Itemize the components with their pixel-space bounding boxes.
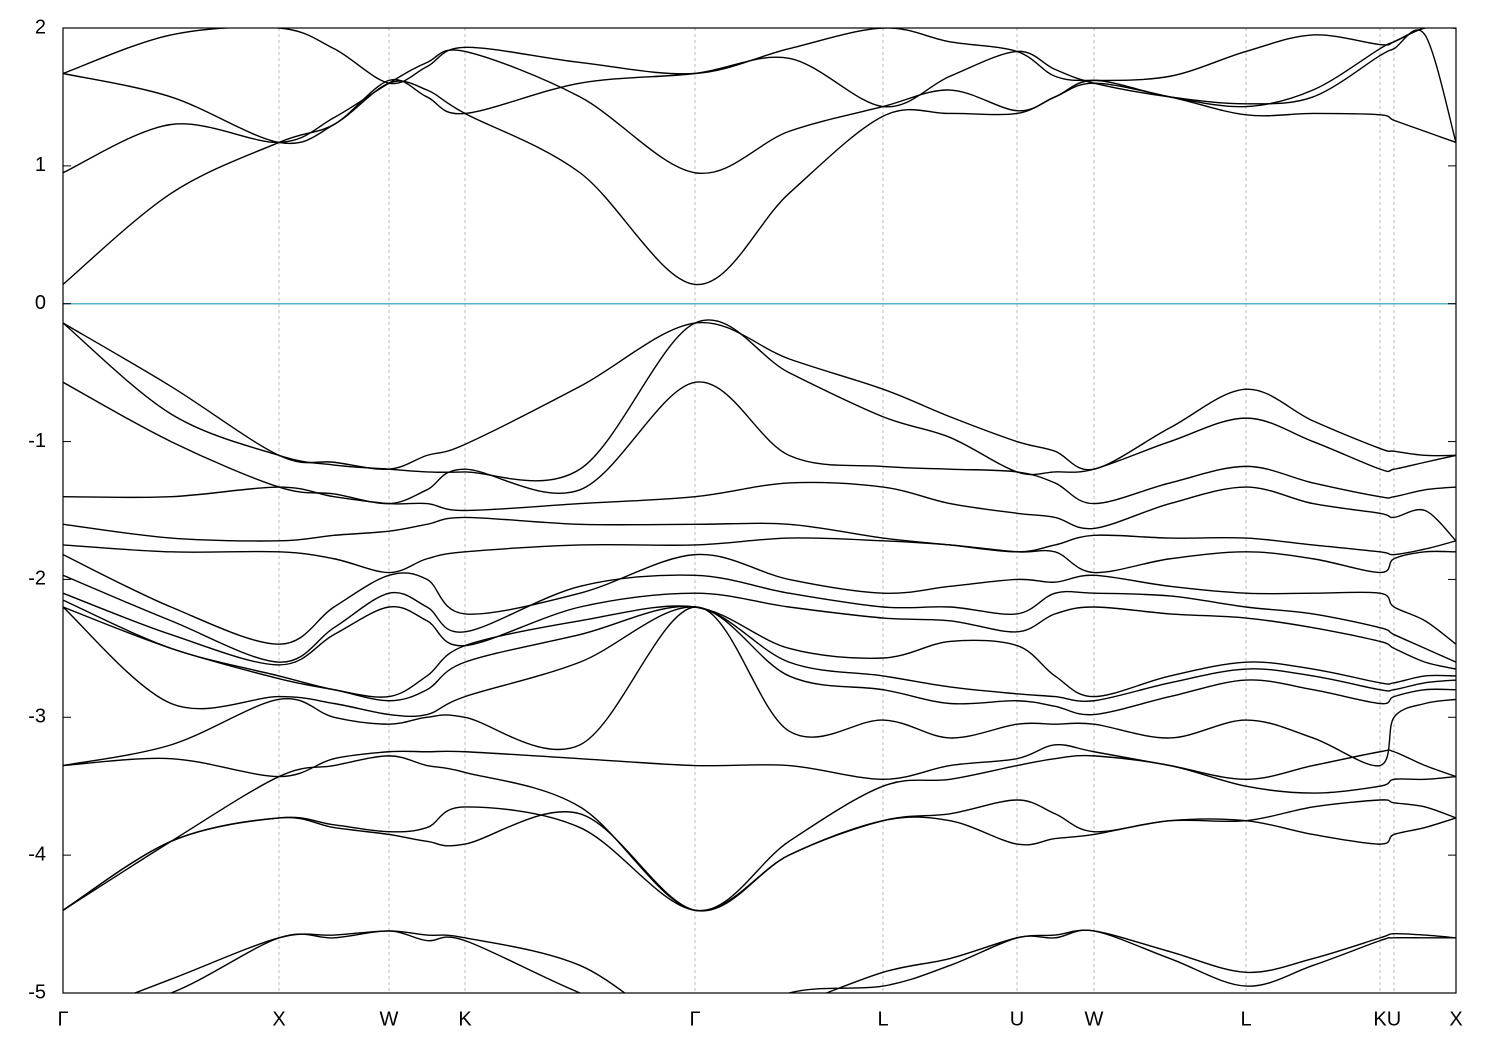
band-line <box>63 537 1456 574</box>
band-line <box>63 381 1456 505</box>
band-line <box>63 606 1456 718</box>
band-line <box>63 754 1456 912</box>
band-line <box>63 592 1456 670</box>
y-tick-label: 2 <box>35 16 46 38</box>
band-line <box>63 606 1456 767</box>
band-line <box>63 799 1456 912</box>
x-tick-label: U <box>1010 1008 1024 1030</box>
grid <box>62 28 1457 993</box>
y-tick-label: -2 <box>28 568 46 590</box>
y-tick-label: 0 <box>35 292 46 314</box>
band-line <box>63 481 1456 542</box>
x-tick-label: X <box>1449 1008 1462 1030</box>
x-tick-label: L <box>1240 1008 1251 1030</box>
band-line <box>63 28 1456 85</box>
band-line <box>133 929 1456 993</box>
x-tick-label: W <box>380 1008 399 1030</box>
plot-frame <box>62 27 1457 994</box>
y-tick-label: -3 <box>28 706 46 728</box>
band-line <box>63 321 1456 471</box>
band-line <box>63 29 1456 145</box>
band-line <box>168 929 1456 993</box>
x-tick-label: Γ <box>689 1008 700 1030</box>
band-line <box>63 574 1456 663</box>
band-line <box>63 516 1456 556</box>
x-tick-label: Γ <box>57 1008 68 1030</box>
y-tick-label: -5 <box>28 981 46 1003</box>
x-tick-label: K <box>1373 1008 1387 1030</box>
band-line <box>63 80 1456 286</box>
x-tick-label: K <box>458 1008 472 1030</box>
y-tick-label: 1 <box>35 154 46 176</box>
y-tick-label: -1 <box>28 430 46 452</box>
x-tick-label: L <box>877 1008 888 1030</box>
band-line <box>63 605 1456 702</box>
band-line <box>63 599 1456 698</box>
x-tick-label: U <box>1387 1008 1401 1030</box>
bands <box>63 28 1456 993</box>
band-line <box>63 553 1456 645</box>
band-line <box>63 743 1456 781</box>
x-tick-label: W <box>1085 1008 1104 1030</box>
band-line <box>63 28 1456 175</box>
x-tick-label: X <box>272 1008 285 1030</box>
band-line <box>63 811 1456 912</box>
band-line <box>63 319 1456 482</box>
y-tick-label: -4 <box>28 843 46 865</box>
